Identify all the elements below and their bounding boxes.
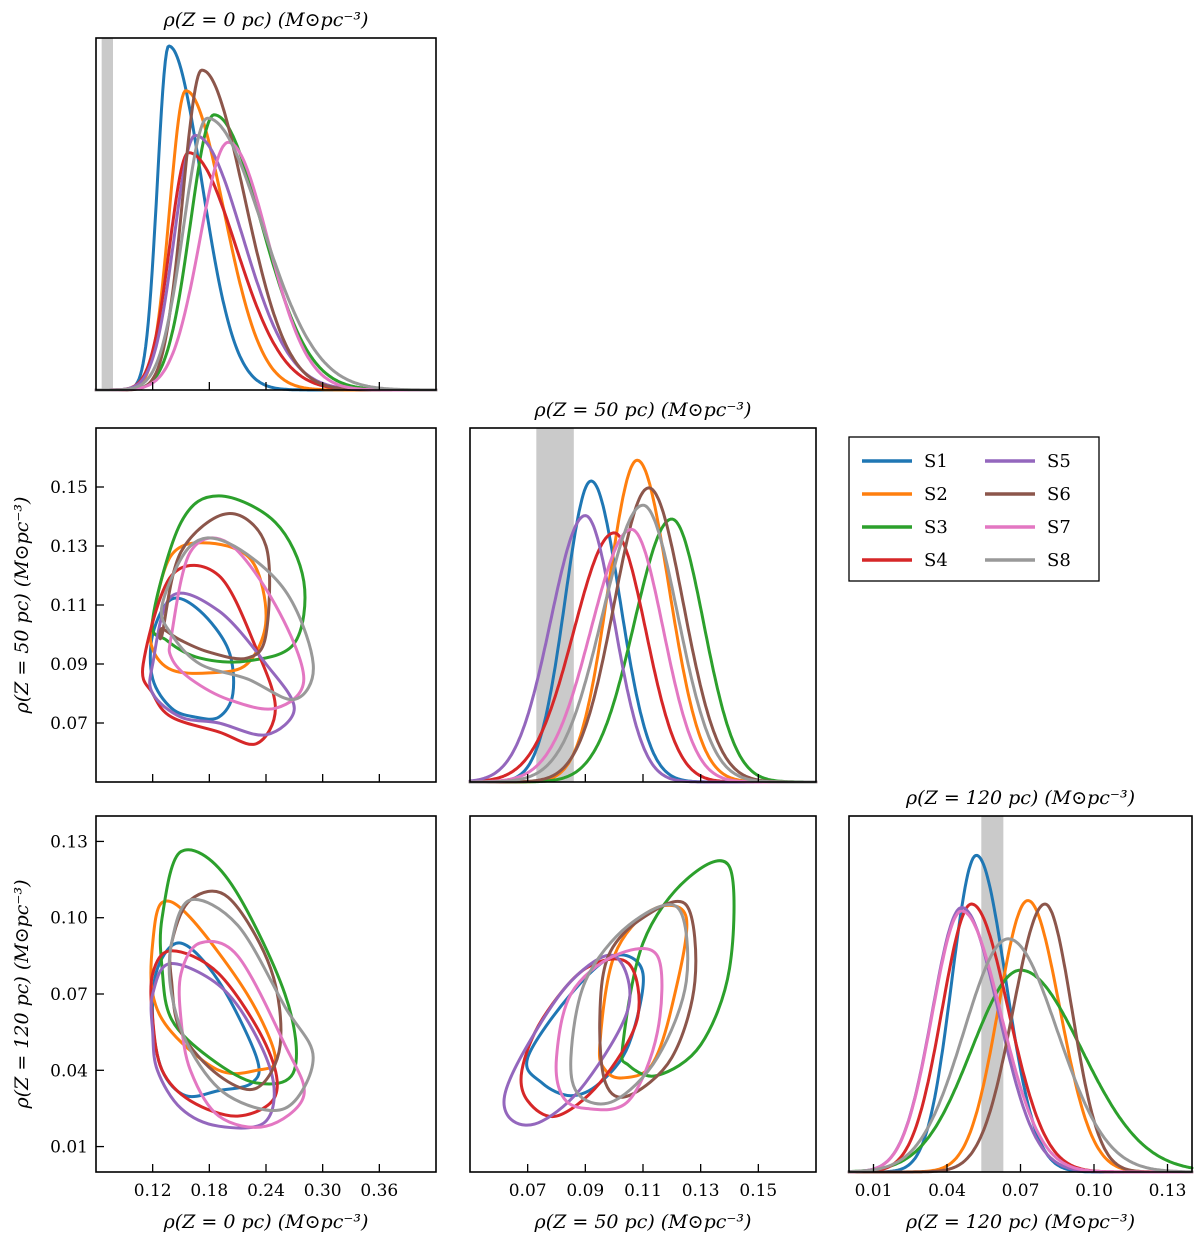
panel-frame (848, 815, 1193, 1173)
contour-S6 (598, 899, 698, 1099)
legend-label-S2: S2 (924, 484, 948, 505)
x-tick-label: 0.13 (1149, 1181, 1187, 1201)
panel-title: ρ(Z = 0 pc) (M⊙pc⁻³) (163, 9, 369, 31)
contour-S4 (149, 949, 279, 1118)
legend-label-S5: S5 (1047, 451, 1071, 472)
x-tick-label: 0.04 (928, 1181, 966, 1201)
marginal-curve-S6 (468, 486, 818, 784)
reference-band (101, 38, 113, 390)
axis-labels: ρ(Z = 0 pc) (M⊙pc⁻³) ρ(Z = 50 pc) (M⊙pc⁻³… (11, 497, 1135, 1233)
contour-S8 (167, 897, 315, 1112)
x-tick-label: 0.07 (509, 1181, 547, 1201)
y-tick-label: 0.09 (50, 655, 88, 675)
marginal-panel-rho50: ρ(Z = 50 pc) (M⊙pc⁻³) (468, 399, 818, 784)
contour-S5 (148, 591, 296, 737)
y-axis-label-rho50: ρ(Z = 50 pc) (M⊙pc⁻³) (11, 497, 33, 715)
contour-S8 (569, 903, 690, 1106)
x-tick-label: 0.18 (190, 1181, 228, 1201)
panel-title: ρ(Z = 50 pc) (M⊙pc⁻³) (534, 399, 752, 421)
y-tick-label: 0.10 (50, 909, 88, 929)
contour-S3 (158, 848, 298, 1086)
y-axis-label-rho120: ρ(Z = 120 pc) (M⊙pc⁻³) (11, 880, 33, 1110)
y-tick-label: 0.07 (50, 714, 88, 734)
x-tick-label: 0.13 (682, 1181, 720, 1201)
contour-S7 (177, 939, 306, 1129)
x-tick-label: 0.30 (304, 1181, 342, 1201)
y-tick-label: 0.11 (50, 596, 88, 616)
marginal-curve-S1 (468, 479, 818, 784)
marginal-curve-S4 (94, 151, 438, 392)
marginal-curve-S8 (847, 937, 1194, 1174)
contour-panel-rho0_vs_rho50: 0.07 0.09 0.11 0.13 0.15 (50, 427, 437, 783)
panel-title: ρ(Z = 120 pc) (M⊙pc⁻³) (905, 787, 1135, 809)
legend-label-S1: S1 (924, 451, 948, 472)
x-tick-label: 0.07 (1002, 1181, 1040, 1201)
marginal-curve-S7 (847, 909, 1194, 1174)
marginal-panel-rho120: 0.01 0.04 0.07 0.10 0.13 ρ(Z = 120 pc) (M⊙pc⁻… (847, 787, 1194, 1201)
x-axis-label-rho120: ρ(Z = 120 pc) (M⊙pc⁻³) (905, 1211, 1135, 1233)
panel-frame (95, 815, 437, 1173)
y-tick-label: 0.01 (50, 1138, 88, 1158)
contour-panel-rho0_vs_rho120: 0.12 0.18 0.24 0.30 0.36 0.01 0.04 0.07 0.10 0.13 (50, 815, 437, 1201)
contour-S8 (159, 536, 315, 701)
marginal-curve-S1 (847, 853, 1194, 1174)
y-tick-label: 0.15 (50, 478, 88, 498)
marginal-curve-S7 (94, 140, 438, 392)
panels-layer: ρ(Z = 0 pc) (M⊙pc⁻³) ρ(Z = 50 pc) (M⊙pc⁻³… (11, 9, 1194, 1233)
marginal-curve-S1 (94, 44, 438, 392)
legend-label-S6: S6 (1047, 484, 1071, 505)
contour-S3 (620, 859, 736, 1078)
contour-panel-rho50_vs_rho120: 0.07 0.09 0.11 0.13 0.15 (469, 815, 817, 1201)
marginal-curve-S8 (94, 116, 438, 392)
marginal-curve-S2 (847, 899, 1194, 1174)
legend-label-S3: S3 (924, 517, 948, 538)
x-tick-label: 0.01 (855, 1181, 893, 1201)
legend-label-S4: S4 (924, 550, 948, 571)
contour-S7 (167, 536, 306, 711)
x-axis-label-rho50: ρ(Z = 50 pc) (M⊙pc⁻³) (534, 1211, 752, 1233)
x-tick-label: 0.15 (739, 1181, 777, 1201)
legend-label-S8: S8 (1047, 550, 1071, 571)
marginal-curve-S3 (94, 113, 438, 392)
x-tick-label: 0.36 (360, 1181, 398, 1201)
y-tick-label: 0.13 (50, 537, 88, 557)
x-tick-label: 0.24 (247, 1181, 285, 1201)
x-axis-label-rho0: ρ(Z = 0 pc) (M⊙pc⁻³) (163, 1211, 369, 1233)
x-tick-label: 0.10 (1075, 1181, 1113, 1201)
marginal-panel-rho0: ρ(Z = 0 pc) (M⊙pc⁻³) (94, 9, 438, 392)
contour-S1 (148, 596, 236, 721)
marginal-curve-S5 (468, 514, 818, 784)
legend-label-S7: S7 (1047, 517, 1071, 538)
legend: S1 S2 S3 S4 S5 S6 S7 S8 (848, 436, 1100, 582)
contour-S5 (502, 953, 632, 1127)
x-tick-label: 0.12 (134, 1181, 172, 1201)
y-tick-label: 0.13 (50, 832, 88, 852)
contour-S2 (597, 903, 689, 1080)
x-tick-label: 0.09 (566, 1181, 604, 1201)
marginal-curve-S5 (94, 133, 438, 392)
y-tick-label: 0.07 (50, 985, 88, 1005)
contour-S7 (554, 947, 664, 1112)
y-tick-label: 0.04 (50, 1061, 88, 1081)
x-tick-label: 0.11 (624, 1181, 662, 1201)
